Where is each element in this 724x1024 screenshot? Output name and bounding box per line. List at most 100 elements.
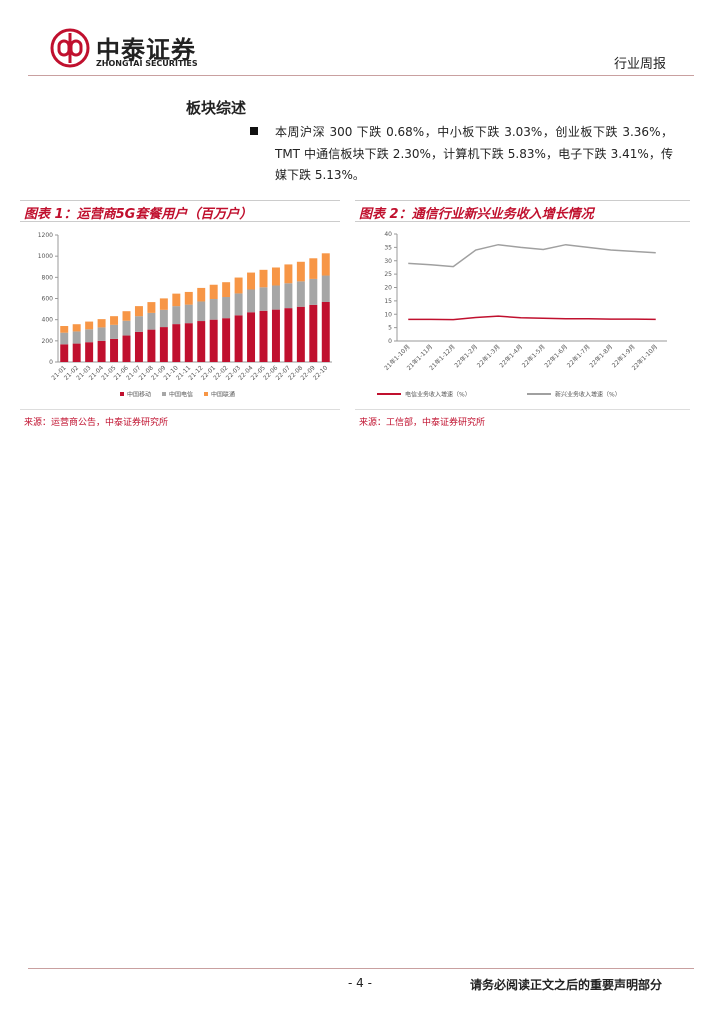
source-rule [355,409,690,410]
chart: 02004006008001000120021-0121-0221-0321-0… [38,232,332,399]
bar-segment [234,277,243,294]
bar-segment [247,312,256,362]
legend-swatch [162,392,166,396]
y-tick-label: 0 [388,338,392,345]
x-tick-label: 22年1-3月 [475,343,501,369]
chart-title: 图表 2：通信行业新兴业务收入增长情况 [359,207,594,222]
bar-segment [97,327,106,341]
chart-title-band [20,200,340,222]
bar-segment [309,304,318,362]
bar-segment [222,318,231,362]
section-title: 板块综述 [186,99,247,117]
disclaimer: 请务必阅读正文之后的重要声明部分 [470,978,663,992]
bar-segment [172,306,181,325]
bar-segment [159,298,168,310]
chart-source: 来源：运营商公告，中泰证券研究所 [24,418,169,428]
bar-segment [271,309,280,362]
bar-segment [247,272,256,290]
bar-segment [97,319,106,328]
bar-segment [184,323,193,362]
bar-segment [72,331,81,344]
x-tick-label: 22年1-2月 [453,343,479,369]
x-tick-label: 22年1-6月 [543,343,569,369]
bar-segment [209,319,218,362]
bar-segment [284,308,293,362]
y-tick-label: 10 [384,311,392,318]
company-name-en: ZHONGTAI SECURITIES [96,59,198,68]
legend-label: 中国移动 [127,391,151,399]
bar-segment [147,312,156,330]
y-tick-label: 15 [384,298,392,305]
bar-segment [122,335,131,362]
y-tick-label: 800 [42,274,54,281]
bar-segment [85,321,94,330]
bar-segment [172,293,181,307]
y-tick-label: 1000 [38,253,53,260]
report-type: 行业周报 [614,57,667,72]
bar-segment [271,285,280,310]
bar-segment [184,291,193,305]
y-tick-label: 20 [384,285,392,292]
bar-segment [172,324,181,362]
bar-segment [147,329,156,362]
y-tick-label: 200 [42,338,54,345]
bar-segment [110,338,119,362]
y-tick-label: 600 [42,296,54,303]
bar-segment [85,329,94,343]
bar-segment [60,332,69,345]
bar-segment [159,327,168,362]
y-tick-label: 400 [42,317,54,324]
bar-segment [147,302,156,313]
legend-label: 中国联通 [211,391,235,399]
bar-segment [284,264,293,284]
x-tick-label: 22-10 [312,364,329,381]
bar-segment [259,269,268,288]
header-rule [28,75,694,76]
legend-label: 新兴业务收入增速（%） [555,391,621,399]
bullet-icon [250,127,258,135]
footer-rule [28,968,694,969]
company-name: 中泰证券 [96,36,196,64]
bar-segment [321,301,330,362]
legend-swatch [204,392,208,396]
legend-swatch [120,392,124,396]
bar-segment [85,342,94,362]
x-tick-label: 22年1-7月 [565,343,591,369]
bar-segment [296,306,305,362]
bar-segment [284,283,293,309]
bullet-text: 本周沪深 300 下跌 0.68%，中小板下跌 3.03%，创业板下跌 3.36… [275,125,673,182]
bar-segment [197,301,206,322]
chart-source: 来源：工信部，中泰证券研究所 [359,418,486,428]
x-tick-label: 22年1-8月 [588,343,614,369]
bar-segment [271,267,280,286]
bar-segment [184,304,193,324]
bar-segment [134,331,143,362]
y-tick-label: 30 [384,258,392,265]
bar-segment [309,258,318,279]
logo-icon [50,28,90,68]
bar-segment [222,282,231,298]
legend-label: 中国电信 [169,391,193,399]
bar-segment [110,316,119,325]
y-tick-label: 35 [384,244,392,251]
y-tick-label: 25 [384,271,392,278]
bar-segment [72,343,81,362]
chart-title-band [355,200,690,222]
y-tick-label: 40 [384,231,392,238]
y-tick-label: 0 [49,359,53,366]
line-series [408,315,656,321]
bar-segment [296,281,305,307]
chart: 051015202530354021年1-10月21年1-11月21年1-12月… [377,231,667,399]
bar-segment [321,253,330,276]
bar-segment [97,340,106,362]
x-tick-label: 22年1-5月 [520,343,546,369]
bar-segment [309,278,318,305]
bar-segment [197,321,206,362]
y-tick-label: 1200 [38,232,53,239]
legend-label: 电信业务收入增速（%） [405,391,471,399]
bar-segment [209,284,218,300]
bar-segment [60,344,69,362]
bar-segment [60,326,69,333]
bar-segment [134,316,143,332]
bar-segment [122,311,131,321]
